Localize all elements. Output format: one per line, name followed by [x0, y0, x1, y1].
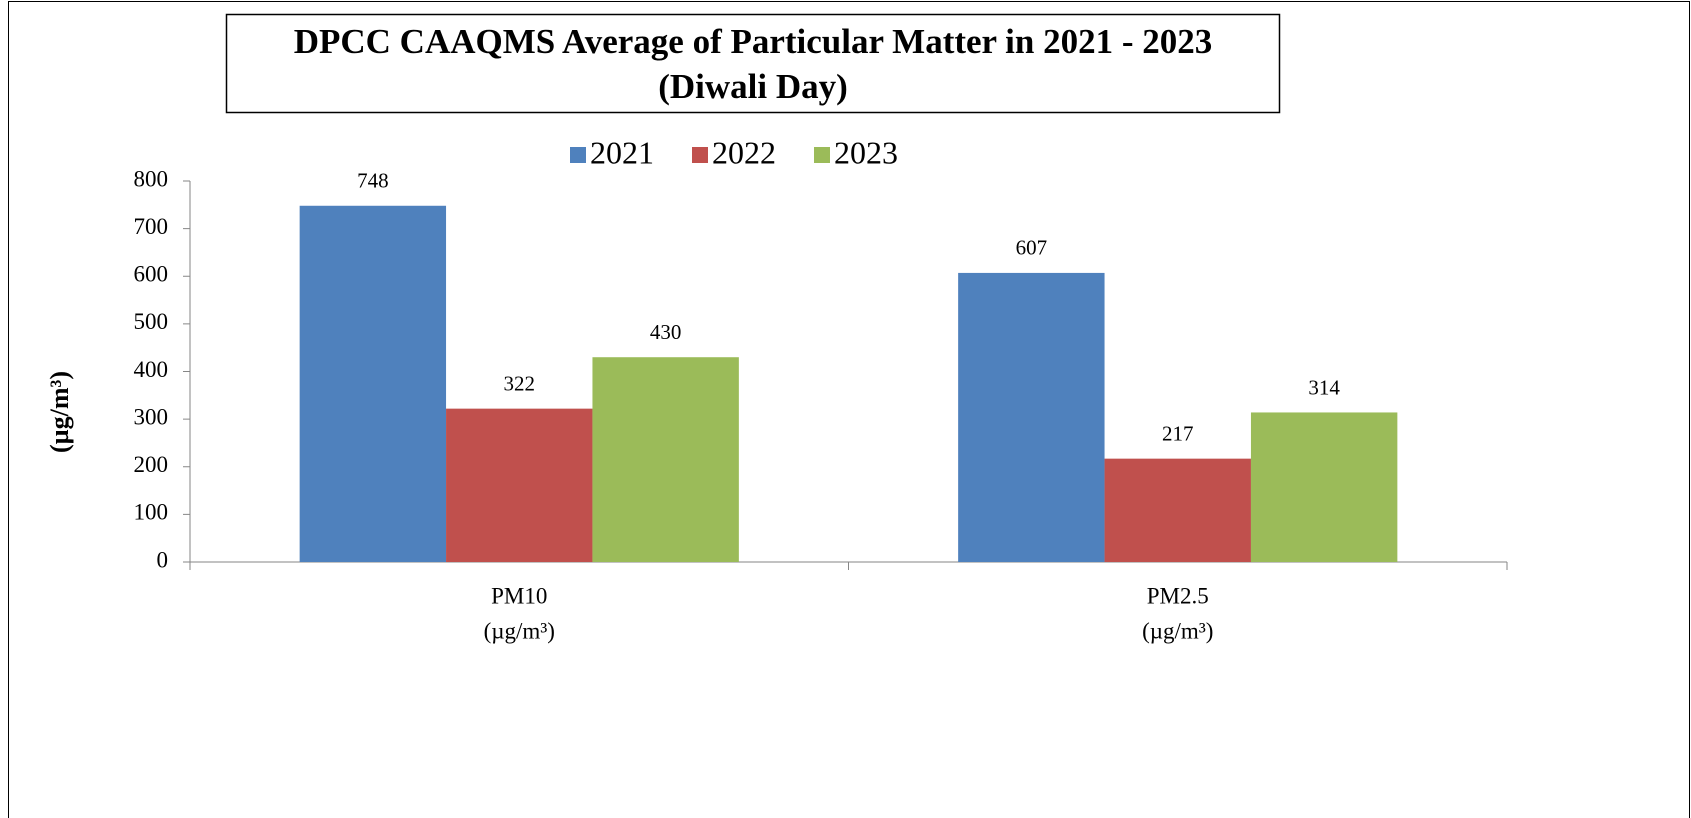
chart-frame — [8, 1, 1690, 818]
y-tick-label: 0 — [157, 547, 169, 572]
bar — [592, 357, 739, 562]
y-tick-label: 300 — [134, 404, 169, 429]
y-tick-label: 800 — [134, 166, 169, 191]
bar — [958, 272, 1105, 562]
y-axis-label: (µg/m³) — [45, 371, 74, 453]
y-tick-label: 500 — [134, 309, 169, 334]
legend-swatch — [692, 147, 708, 163]
bar — [299, 205, 447, 562]
legend-swatch — [814, 147, 830, 163]
value-label: 607 — [1016, 236, 1048, 260]
x-tick-unit: (µg/m³) — [1142, 618, 1213, 643]
y-tick-label: 700 — [134, 214, 169, 239]
y-tick-label: 100 — [134, 500, 169, 525]
chart-title: DPCC CAAQMS Average of Particular Matter… — [294, 22, 1213, 61]
y-tick-label: 400 — [134, 357, 169, 382]
bar — [1104, 458, 1251, 562]
legend-label: 2022 — [712, 134, 776, 170]
y-tick-label: 600 — [134, 262, 169, 287]
x-tick-label: PM10 — [491, 583, 547, 608]
chart-subtitle: (Diwali Day) — [658, 67, 848, 106]
y-tick-label: 200 — [134, 452, 169, 477]
value-label: 430 — [650, 320, 682, 344]
bar — [1250, 412, 1398, 562]
bar — [446, 408, 593, 562]
legend-swatch — [570, 147, 586, 163]
legend-label: 2021 — [590, 134, 654, 170]
title-box — [225, 13, 1281, 114]
x-tick-unit: (µg/m³) — [484, 618, 555, 643]
value-label: 217 — [1162, 421, 1194, 445]
value-label: 314 — [1308, 375, 1340, 399]
value-label: 322 — [504, 371, 536, 395]
legend-label: 2023 — [834, 134, 898, 170]
x-tick-label: PM2.5 — [1147, 583, 1209, 608]
value-label: 748 — [357, 169, 389, 193]
